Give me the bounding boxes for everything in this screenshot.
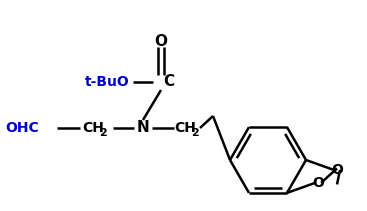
Text: O: O <box>155 34 167 49</box>
Text: N: N <box>137 120 149 135</box>
Text: 2: 2 <box>191 128 199 138</box>
Text: OHC: OHC <box>5 121 39 135</box>
Text: CH: CH <box>82 121 104 135</box>
Text: C: C <box>163 74 175 89</box>
Text: 2: 2 <box>99 128 107 138</box>
Text: CH: CH <box>174 121 196 135</box>
Text: t-BuO: t-BuO <box>85 75 130 89</box>
Text: O: O <box>331 163 343 177</box>
Text: O: O <box>312 176 324 190</box>
